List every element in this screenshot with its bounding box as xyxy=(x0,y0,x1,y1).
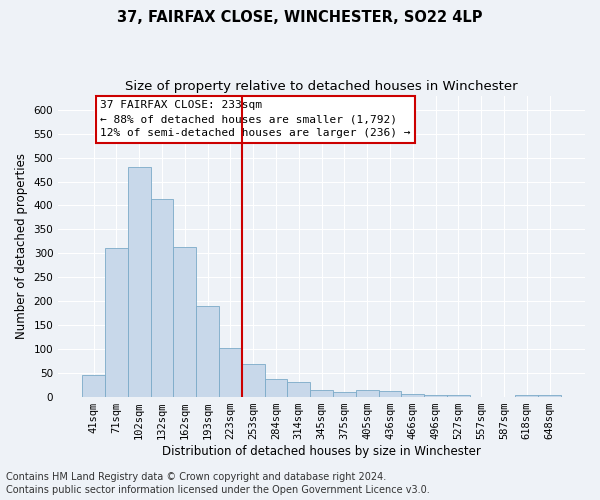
Bar xyxy=(538,395,561,396)
X-axis label: Distribution of detached houses by size in Winchester: Distribution of detached houses by size … xyxy=(162,444,481,458)
Y-axis label: Number of detached properties: Number of detached properties xyxy=(15,153,28,339)
Bar xyxy=(82,375,105,396)
Bar xyxy=(287,382,310,396)
Bar xyxy=(379,392,401,396)
Bar xyxy=(105,248,128,396)
Text: 37 FAIRFAX CLOSE: 233sqm
← 88% of detached houses are smaller (1,792)
12% of sem: 37 FAIRFAX CLOSE: 233sqm ← 88% of detach… xyxy=(100,100,411,138)
Text: Contains HM Land Registry data © Crown copyright and database right 2024.
Contai: Contains HM Land Registry data © Crown c… xyxy=(6,472,430,495)
Bar xyxy=(356,390,379,396)
Title: Size of property relative to detached houses in Winchester: Size of property relative to detached ho… xyxy=(125,80,518,93)
Bar xyxy=(196,306,219,396)
Text: 37, FAIRFAX CLOSE, WINCHESTER, SO22 4LP: 37, FAIRFAX CLOSE, WINCHESTER, SO22 4LP xyxy=(117,10,483,25)
Bar xyxy=(310,390,333,396)
Bar xyxy=(151,199,173,396)
Bar xyxy=(447,395,470,396)
Bar xyxy=(128,167,151,396)
Bar xyxy=(424,395,447,396)
Bar xyxy=(242,364,265,396)
Bar xyxy=(515,395,538,396)
Bar xyxy=(173,247,196,396)
Bar xyxy=(333,392,356,396)
Bar xyxy=(265,379,287,396)
Bar xyxy=(219,348,242,397)
Bar xyxy=(401,394,424,396)
